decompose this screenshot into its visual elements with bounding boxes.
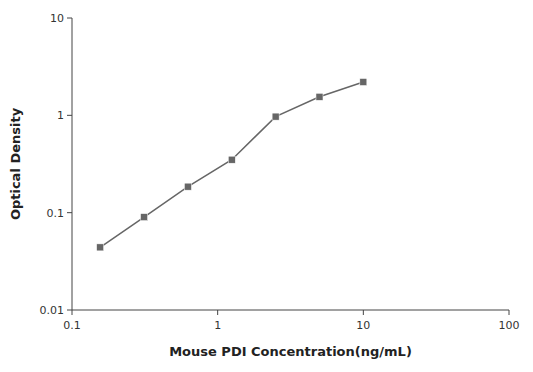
x-tick-label: 0.1 xyxy=(63,319,81,332)
data-line xyxy=(100,82,363,247)
y-tick xyxy=(67,212,72,213)
x-tick xyxy=(363,310,364,315)
data-point xyxy=(141,214,148,221)
x-axis-label: Mouse PDI Concentration(ng/mL) xyxy=(169,344,412,359)
y-tick-label: 0.01 xyxy=(40,304,65,317)
x-tick-label: 1 xyxy=(214,319,221,332)
y-tick-label: 1 xyxy=(57,109,64,122)
y-tick xyxy=(67,310,72,311)
axes: 0.1 1 10 100 0.01 0.1 1 10 xyxy=(40,12,520,332)
data-point xyxy=(360,79,367,86)
x-axis-line xyxy=(72,310,509,311)
data-point xyxy=(228,156,235,163)
plot-area xyxy=(97,79,367,251)
y-tick-label: 10 xyxy=(50,12,64,25)
y-tick xyxy=(67,18,72,19)
x-tick xyxy=(509,310,510,315)
chart-svg: 0.1 1 10 100 0.01 0.1 1 10 Mouse PDI Concentrati… xyxy=(0,0,533,372)
data-point xyxy=(184,183,191,190)
x-tick-label: 10 xyxy=(356,319,370,332)
y-tick xyxy=(67,115,72,116)
y-axis-line xyxy=(72,18,73,310)
chart-container: 0.1 1 10 100 0.01 0.1 1 10 Mouse PDI Concentrati… xyxy=(0,0,533,372)
y-axis-label: Optical Density xyxy=(8,107,23,220)
x-tick xyxy=(217,310,218,315)
y-tick-label: 0.1 xyxy=(47,207,65,220)
x-tick-label: 100 xyxy=(499,319,520,332)
data-point xyxy=(316,93,323,100)
data-point xyxy=(97,244,104,251)
data-point xyxy=(272,113,279,120)
x-tick xyxy=(72,310,73,315)
